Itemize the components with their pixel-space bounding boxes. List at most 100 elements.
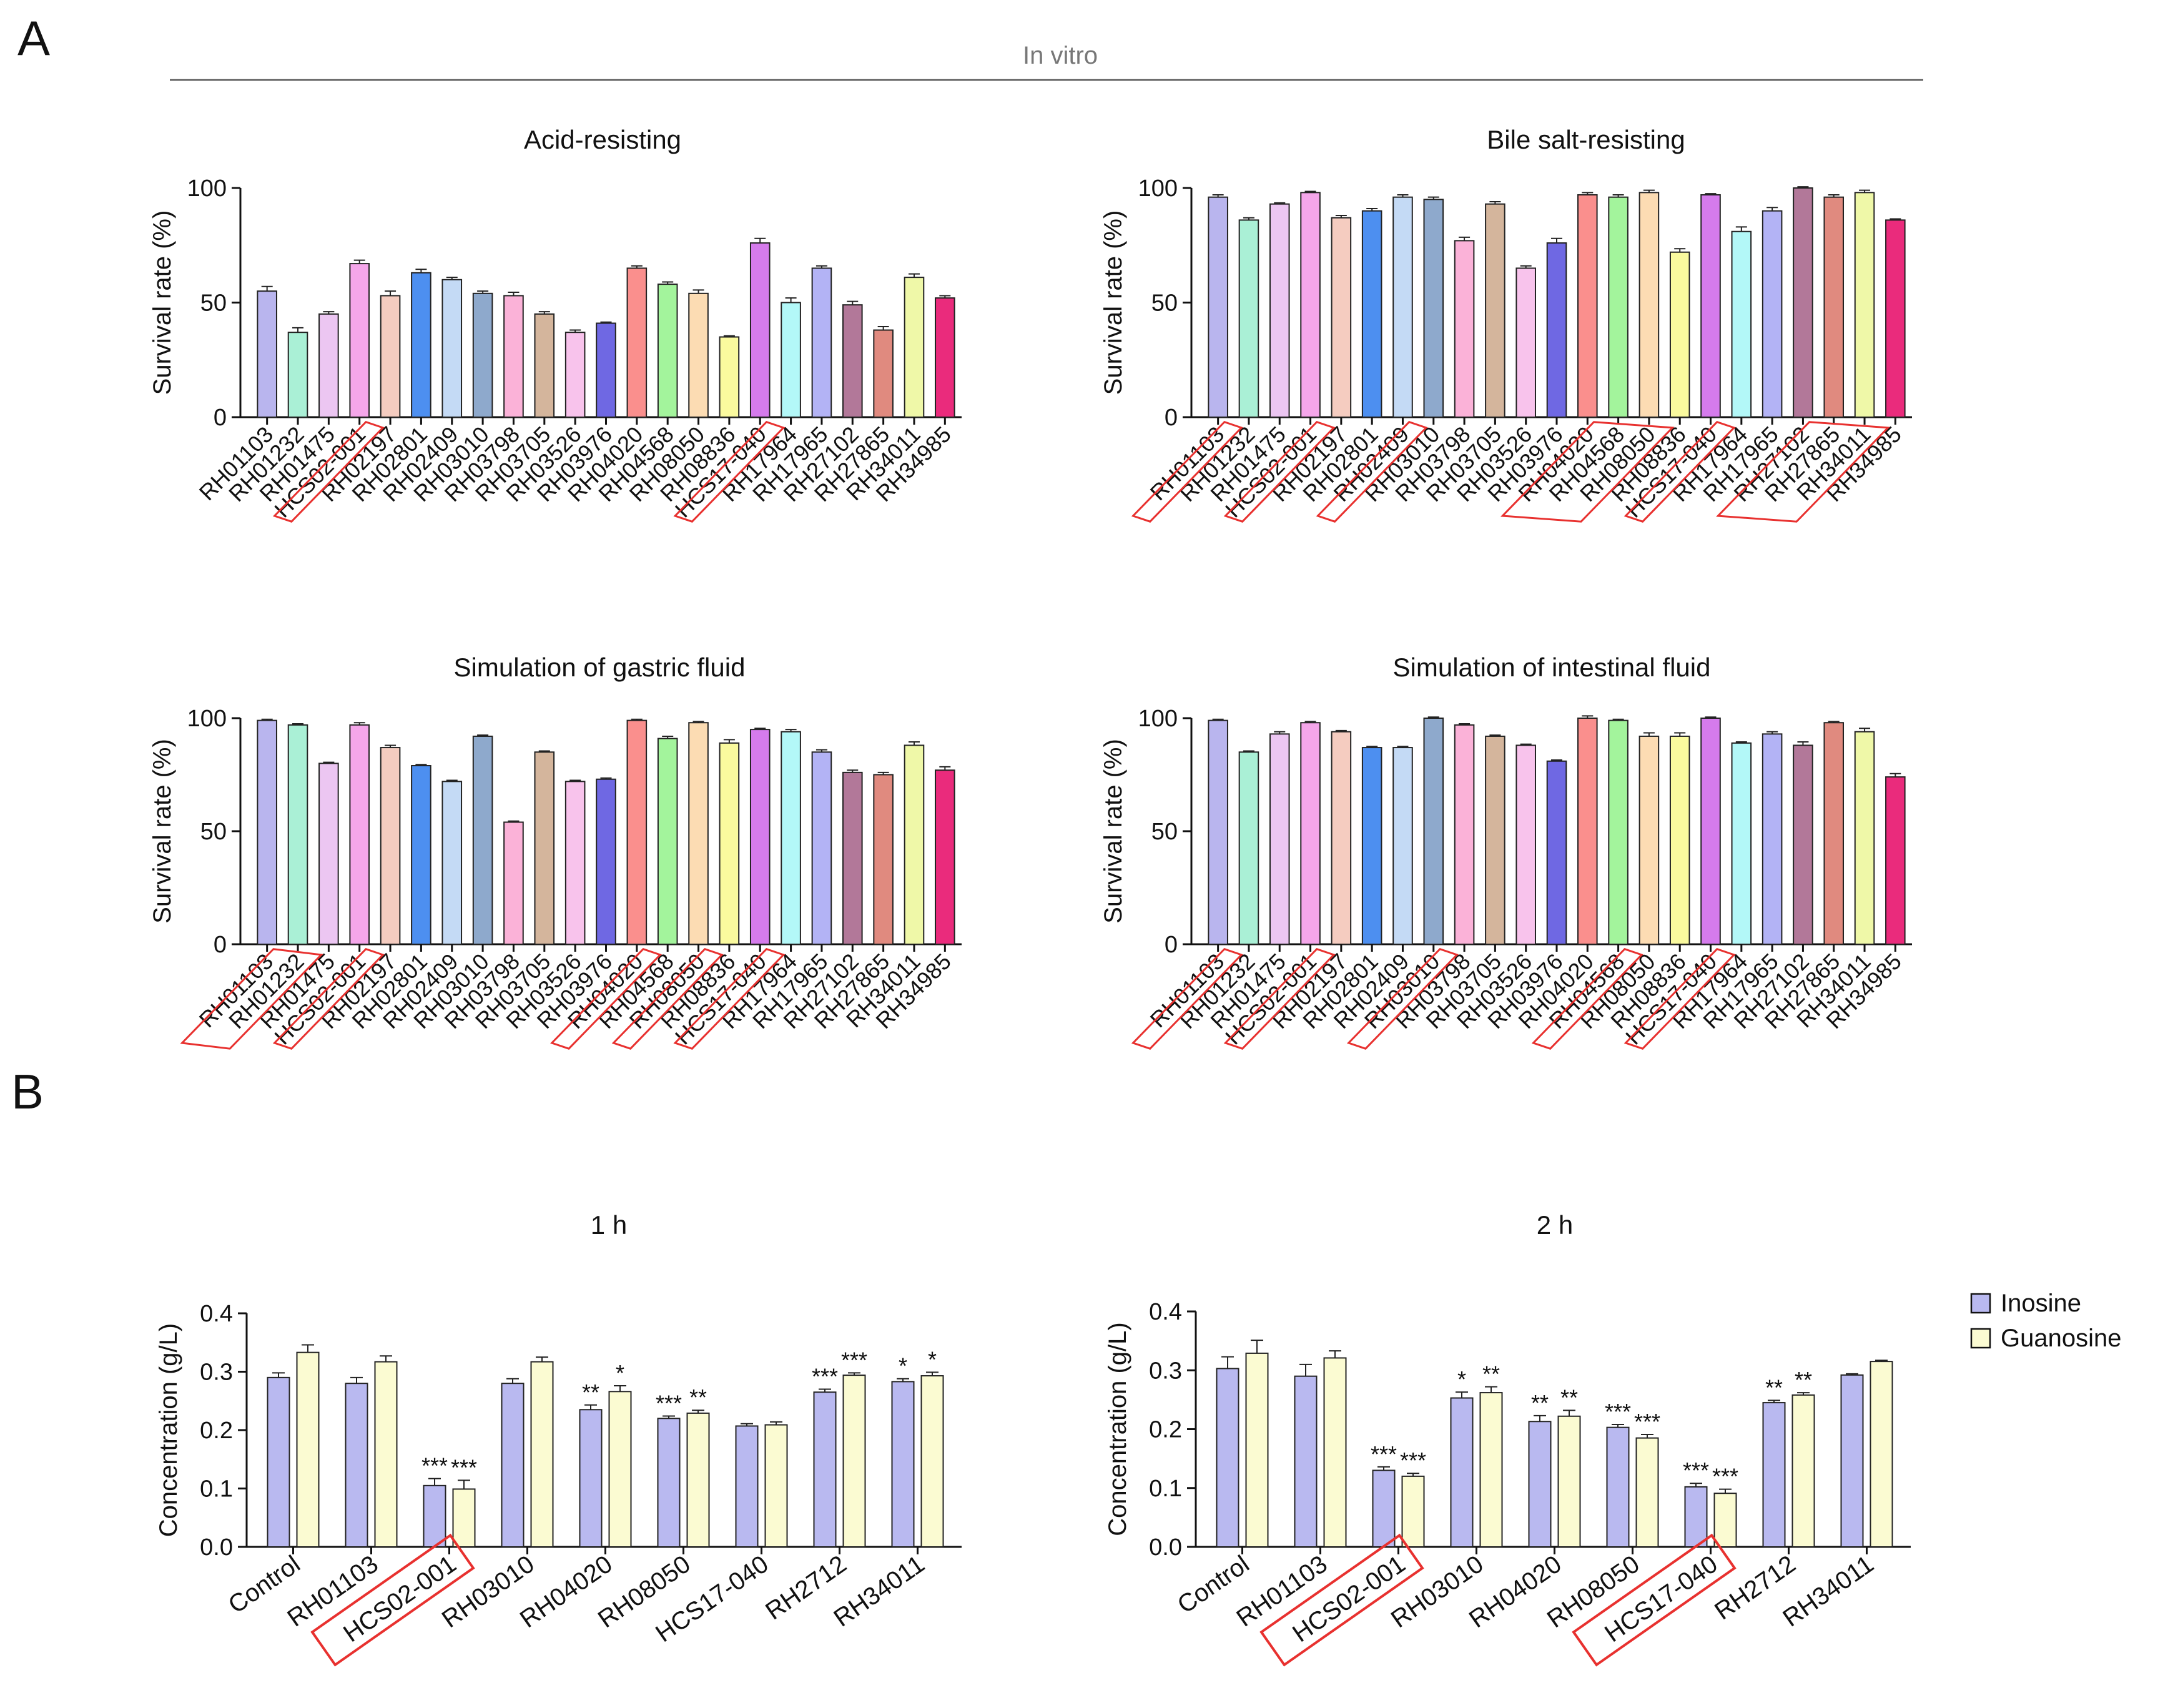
bar-rh03798 — [503, 821, 524, 945]
y-tick-label: 0 — [1165, 405, 1178, 431]
bar-hcs02-001 — [349, 263, 370, 418]
chart-title: Simulation of gastric fluid — [454, 653, 746, 682]
bar-rh02801 — [411, 765, 431, 945]
bar-rh03705 — [1485, 203, 1505, 418]
bar-rh27102 — [842, 304, 863, 418]
bar-rh01232 — [287, 724, 308, 945]
bar-guanosine-hcs17-040 — [1713, 1493, 1737, 1548]
y-axis-label: Survival rate (%) — [1100, 739, 1127, 924]
bar-rh08050 — [688, 292, 709, 418]
bar-rh08050 — [688, 722, 709, 945]
chart-intestinal-fluid: 0 50 100 Survival rate (%) Simulation of int… — [1100, 653, 1912, 1050]
bar-rh17964 — [781, 731, 801, 945]
bar-rh03705 — [1485, 735, 1505, 945]
in-vitro-label: In vitro — [1023, 42, 1098, 69]
bar-guanosine-rh03010 — [530, 1361, 554, 1548]
significance-guanosine-hcs02-001: *** — [451, 1454, 477, 1480]
bar-guanosine-rh08050 — [1635, 1437, 1659, 1548]
bar-guanosine-rh08050 — [686, 1412, 710, 1548]
highlight-box-hcs02-001 — [272, 947, 385, 1050]
legend-swatch-inosine — [1970, 1293, 1991, 1314]
bar-rh34011 — [904, 744, 925, 945]
bar-guanosine-hcs17-040 — [764, 1424, 788, 1548]
bar-rh01232 — [1238, 751, 1259, 945]
y-tick-label: 0.3 — [1149, 1358, 1182, 1384]
bar-rh34985 — [935, 297, 955, 418]
significance-guanosine-rh2712: ** — [1795, 1367, 1812, 1393]
bar-guanosine-rh34011 — [920, 1375, 944, 1548]
bar-guanosine-rh2712 — [1791, 1394, 1815, 1548]
y-axis-label: Survival rate (%) — [149, 739, 176, 924]
bar-rh27865 — [873, 329, 894, 418]
bar-rh03798 — [503, 295, 524, 418]
highlight-box-hcs17-040 — [1572, 1533, 1737, 1667]
bar-guanosine-rh04020 — [608, 1391, 632, 1548]
bar-rh03705 — [534, 313, 555, 418]
bar-rh17964 — [1731, 230, 1752, 418]
bar-inosine-hcs17-040 — [1684, 1486, 1708, 1548]
bar-hcs02-001 — [1300, 722, 1321, 945]
chart-title: 1 h — [591, 1210, 627, 1240]
bar-rh01475 — [1269, 203, 1290, 418]
bar-rh27102 — [1793, 744, 1813, 945]
bar-rh08836 — [719, 742, 740, 945]
bar-rh17964 — [1731, 742, 1752, 945]
bar-inosine-rh04020 — [579, 1409, 603, 1548]
bar-rh04568 — [1608, 196, 1628, 418]
y-tick-label: 50 — [200, 290, 227, 317]
y-tick-label: 50 — [1151, 819, 1178, 845]
y-tick-label: 0.2 — [200, 1418, 233, 1444]
y-axis-label: Concentration (g/L) — [1104, 1322, 1131, 1536]
bar-guanosine-rh01103 — [374, 1361, 398, 1548]
bar-rh27865 — [873, 774, 894, 945]
highlight-box-rh02409 — [1316, 420, 1428, 523]
bar-guanosine-rh01103 — [1323, 1357, 1347, 1548]
bar-rh01232 — [1238, 219, 1259, 418]
bar-rh04020 — [1577, 718, 1598, 945]
bar-guanosine-hcs02-001 — [1401, 1475, 1425, 1548]
significance-guanosine-rh08050: ** — [689, 1385, 707, 1410]
significance-inosine-rh2712: ** — [1765, 1375, 1783, 1400]
significance-guanosine-rh08050: *** — [1634, 1409, 1660, 1434]
bar-rh34011 — [904, 277, 925, 418]
highlight-box-hcs17-040 — [673, 420, 786, 523]
bar-inosine-rh08050 — [1606, 1426, 1630, 1548]
significance-guanosine-rh2712: *** — [841, 1347, 867, 1373]
bar-rh03705 — [534, 751, 555, 945]
bar-rh03526 — [1515, 267, 1536, 418]
bar-rh02197 — [380, 747, 401, 945]
significance-inosine-rh2712: *** — [812, 1364, 838, 1390]
highlight-box-rh04020-rh04568-rh08050 — [1500, 421, 1675, 523]
highlight-box-rh27102-rh27865-rh34011 — [1716, 421, 1890, 523]
significance-guanosine-rh34011: * — [928, 1346, 937, 1372]
bar-rh03526 — [1515, 744, 1536, 945]
significance-inosine-rh34011: * — [899, 1353, 907, 1379]
bar-rh01103 — [257, 719, 277, 945]
legend-swatch-guanosine — [1970, 1328, 1991, 1349]
bar-rh17965 — [811, 751, 832, 945]
bar-inosine-hcs02-001 — [1372, 1469, 1396, 1548]
bar-rh34985 — [935, 769, 955, 945]
panel-label-b: B — [11, 1064, 44, 1119]
bar-rh03010 — [1423, 718, 1444, 945]
highlight-box-hcs02-001 — [310, 1533, 475, 1667]
highlight-box-hcs02-001 — [1259, 1533, 1424, 1667]
highlight-box-rh03010 — [1346, 947, 1459, 1050]
y-tick-label: 100 — [187, 175, 227, 202]
significance-inosine-rh04020: ** — [1531, 1390, 1549, 1416]
bar-rh02197 — [1331, 217, 1352, 418]
bar-guanosine-rh2712 — [842, 1375, 866, 1548]
bar-guanosine-control — [1245, 1352, 1269, 1548]
highlight-box-hcs02-001 — [1223, 947, 1336, 1050]
bar-inosine-hcs17-040 — [735, 1425, 759, 1548]
highlight-box-rh04568 — [1531, 947, 1643, 1050]
y-tick-label: 0.0 — [200, 1534, 233, 1561]
bar-rh03798 — [1454, 724, 1475, 945]
highlight-box-rh01103 — [1131, 420, 1243, 523]
bar-rh01475 — [318, 313, 339, 418]
highlight-box-hcs17-040 — [673, 947, 786, 1050]
chart-bile-salt-resisting: 0 50 100 Survival rate (%) Bile salt-resisti… — [1100, 125, 1912, 523]
